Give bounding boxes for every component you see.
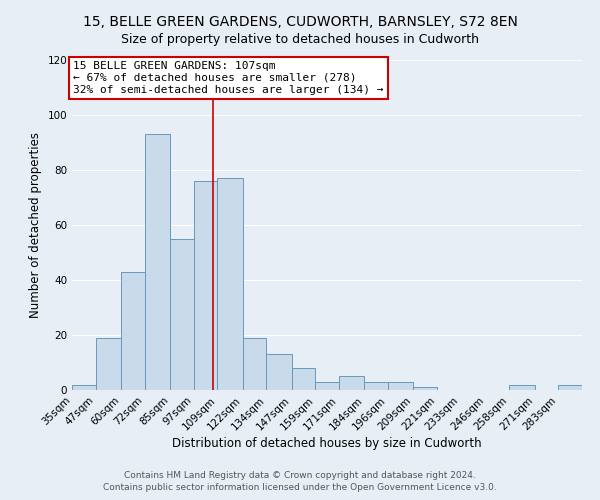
Text: Size of property relative to detached houses in Cudworth: Size of property relative to detached ho… (121, 32, 479, 46)
Text: 15 BELLE GREEN GARDENS: 107sqm
← 67% of detached houses are smaller (278)
32% of: 15 BELLE GREEN GARDENS: 107sqm ← 67% of … (73, 62, 383, 94)
Bar (95, 338, 121, 390)
Bar (194, 181, 217, 390)
Bar (170, 239, 194, 390)
Bar (145, 134, 170, 390)
Bar (292, 368, 315, 390)
Bar (217, 178, 242, 390)
Bar (413, 387, 437, 390)
X-axis label: Distribution of detached houses by size in Cudworth: Distribution of detached houses by size … (172, 438, 482, 450)
Bar (242, 338, 266, 390)
Text: Contains HM Land Registry data © Crown copyright and database right 2024.
Contai: Contains HM Land Registry data © Crown c… (103, 471, 497, 492)
Bar (72, 384, 95, 390)
Bar (266, 354, 292, 390)
Bar (559, 384, 582, 390)
Bar (339, 376, 364, 390)
Bar (121, 272, 145, 390)
Bar (315, 382, 339, 390)
Bar (509, 384, 535, 390)
Bar (388, 382, 413, 390)
Y-axis label: Number of detached properties: Number of detached properties (29, 132, 42, 318)
Text: 15, BELLE GREEN GARDENS, CUDWORTH, BARNSLEY, S72 8EN: 15, BELLE GREEN GARDENS, CUDWORTH, BARNS… (83, 15, 517, 29)
Bar (364, 382, 388, 390)
